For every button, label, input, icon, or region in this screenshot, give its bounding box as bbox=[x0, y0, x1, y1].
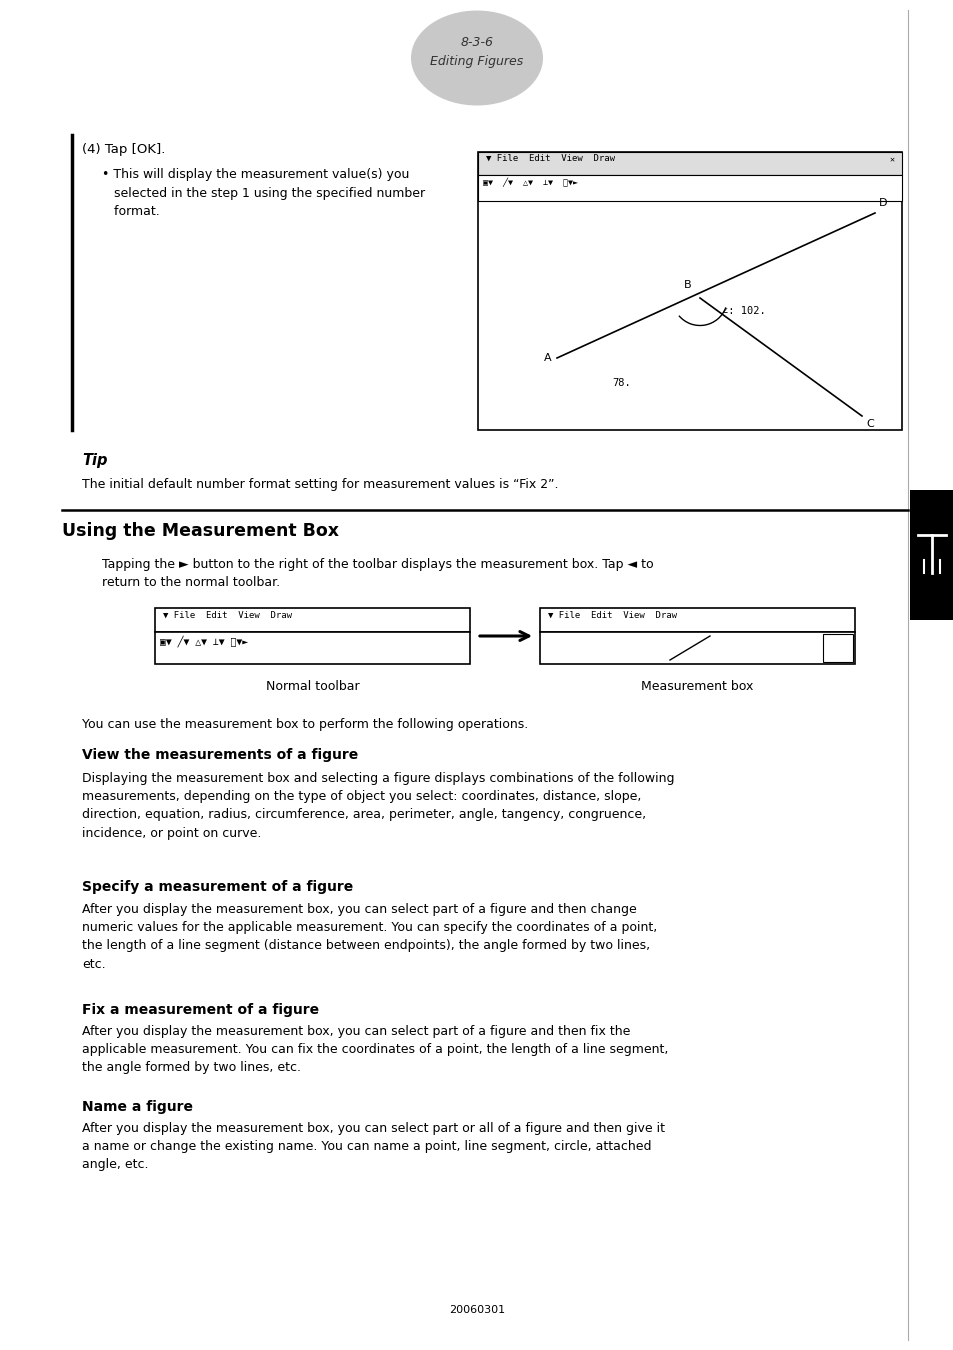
Text: return to the normal toolbar.: return to the normal toolbar. bbox=[102, 576, 280, 589]
Text: • This will display the measurement value(s) you
   selected in the step 1 using: • This will display the measurement valu… bbox=[102, 167, 425, 217]
Text: C: C bbox=[865, 418, 873, 429]
Ellipse shape bbox=[411, 11, 542, 105]
Text: Specify a measurement of a figure: Specify a measurement of a figure bbox=[82, 880, 353, 894]
Text: You can use the measurement box to perform the following operations.: You can use the measurement box to perfo… bbox=[82, 718, 528, 730]
Text: Normal toolbar: Normal toolbar bbox=[265, 680, 359, 693]
Bar bbox=[477, 176, 901, 201]
Text: ∠: 102.: ∠: 102. bbox=[721, 306, 765, 316]
Text: 78.: 78. bbox=[612, 378, 630, 387]
Bar bbox=[822, 634, 852, 662]
Text: ▼ File  Edit  View  Draw: ▼ File Edit View Draw bbox=[485, 154, 615, 163]
Text: (4) Tap [OK].: (4) Tap [OK]. bbox=[82, 143, 165, 157]
Text: Measurement box: Measurement box bbox=[640, 680, 753, 693]
Bar bbox=[154, 632, 470, 664]
Text: ▣▼ ╱▼ △▼ ⊥▼ ⊦▼►: ▣▼ ╱▼ △▼ ⊥▼ ⊦▼► bbox=[160, 634, 248, 647]
Text: Tip: Tip bbox=[82, 454, 108, 468]
Text: Name a figure: Name a figure bbox=[82, 1100, 193, 1114]
Text: After you display the measurement box, you can select part of a figure and then : After you display the measurement box, y… bbox=[82, 1025, 668, 1075]
Text: The initial default number format setting for measurement values is “Fix 2”.: The initial default number format settin… bbox=[82, 478, 558, 491]
Bar bbox=[154, 608, 470, 632]
Text: 8-3-6: 8-3-6 bbox=[460, 36, 493, 50]
Text: ✓◄: ✓◄ bbox=[826, 636, 840, 647]
Bar bbox=[539, 608, 854, 632]
Text: After you display the measurement box, you can select part or all of a figure an: After you display the measurement box, y… bbox=[82, 1122, 664, 1172]
Text: B: B bbox=[683, 279, 691, 290]
Text: Using the Measurement Box: Using the Measurement Box bbox=[62, 522, 338, 540]
Text: ▼ File  Edit  View  Draw: ▼ File Edit View Draw bbox=[547, 612, 677, 620]
Text: 20060301: 20060301 bbox=[449, 1305, 504, 1315]
Text: Displaying the measurement box and selecting a figure displays combinations of t: Displaying the measurement box and selec… bbox=[82, 772, 674, 840]
Text: A: A bbox=[544, 352, 552, 363]
Text: ▼ File  Edit  View  Draw: ▼ File Edit View Draw bbox=[163, 612, 292, 620]
Text: D: D bbox=[878, 198, 886, 208]
Text: Tapping the ► button to the right of the toolbar displays the measurement box. T: Tapping the ► button to the right of the… bbox=[102, 558, 653, 571]
Text: ▣▼  ╱▼  △▼  ⊥▼  ⋮▼►: ▣▼ ╱▼ △▼ ⊥▼ ⋮▼► bbox=[482, 178, 578, 188]
Text: View the measurements of a figure: View the measurements of a figure bbox=[82, 748, 358, 761]
Text: After you display the measurement box, you can select part of a figure and then : After you display the measurement box, y… bbox=[82, 903, 657, 971]
Text: Fix a measurement of a figure: Fix a measurement of a figure bbox=[82, 1003, 319, 1017]
Bar bbox=[909, 490, 953, 620]
Bar bbox=[477, 153, 901, 176]
Text: ✕: ✕ bbox=[888, 154, 893, 163]
Bar bbox=[477, 153, 901, 431]
Text: Editing Figures: Editing Figures bbox=[430, 55, 523, 69]
Bar bbox=[539, 632, 854, 664]
